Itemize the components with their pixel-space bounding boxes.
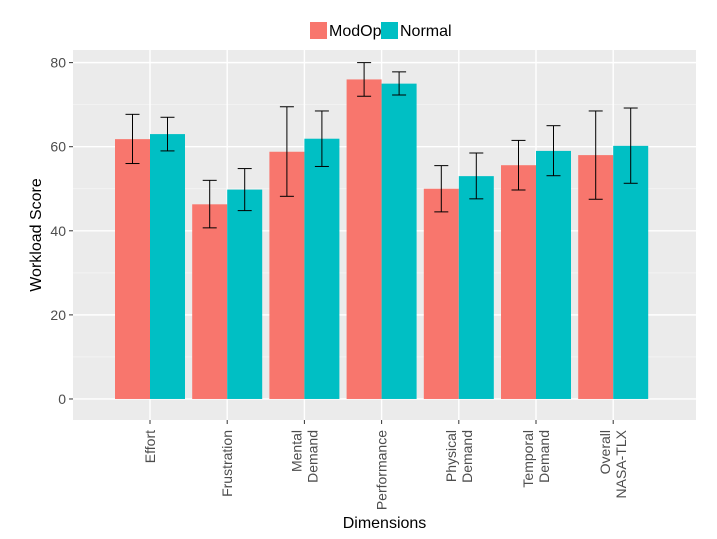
bar-normal-5 xyxy=(536,150,571,399)
x-tick-label-line: Mental xyxy=(288,430,304,472)
bars xyxy=(115,79,649,399)
legend-key-modop xyxy=(310,22,327,39)
x-tick-label: TemporalDemand xyxy=(520,430,552,488)
x-tick-label: OverallNASA-TLX xyxy=(597,429,629,498)
legend-label-normal: Normal xyxy=(400,23,452,40)
x-tick-label-line: Frustration xyxy=(219,430,235,497)
bar-modop-0 xyxy=(115,139,150,399)
bar-modop-1 xyxy=(192,204,228,399)
bar-normal-4 xyxy=(458,176,494,399)
x-tick-label-line: Overall xyxy=(597,430,613,474)
y-tick-label: 0 xyxy=(58,391,66,407)
x-axis: Effort Frustration MentalDemand Performance… xyxy=(142,420,629,510)
bar-normal-3 xyxy=(381,83,417,399)
x-tick-label: Effort xyxy=(142,430,158,463)
x-tick-label-line: Temporal xyxy=(520,430,536,488)
x-tick-label: Performance xyxy=(374,430,390,510)
bar-modop-4 xyxy=(423,188,459,399)
legend-key-normal xyxy=(381,22,398,39)
y-tick-label: 20 xyxy=(50,307,66,323)
bar-normal-1 xyxy=(227,189,263,399)
bar-normal-2 xyxy=(304,138,340,399)
y-axis-title: Workload Score xyxy=(28,178,45,292)
legend: ModOp Normal xyxy=(310,22,452,40)
bar-normal-0 xyxy=(150,134,185,399)
x-tick-label: Frustration xyxy=(219,430,235,497)
x-tick-label-line: Performance xyxy=(374,430,390,510)
x-tick-label-line: NASA-TLX xyxy=(613,429,629,498)
x-tick-label: PhysicalDemand xyxy=(443,430,475,483)
bar-modop-3 xyxy=(346,79,382,399)
x-axis-title: Dimensions xyxy=(343,515,427,532)
x-tick-label: MentalDemand xyxy=(288,430,320,483)
x-tick-label-line: Effort xyxy=(142,430,158,463)
y-tick-label: 40 xyxy=(50,223,66,239)
bar-modop-5 xyxy=(501,165,536,399)
x-tick-label-line: Demand xyxy=(304,430,320,483)
x-tick-label-line: Physical xyxy=(443,430,459,482)
x-tick-label-line: Demand xyxy=(459,430,475,483)
x-tick-label-line: Demand xyxy=(536,430,552,483)
bar-normal-6 xyxy=(613,145,649,399)
y-tick-label: 80 xyxy=(50,55,66,71)
y-axis: 0 20 40 60 80 xyxy=(50,55,73,407)
y-tick-label: 60 xyxy=(50,139,66,155)
error-bars xyxy=(125,62,638,229)
legend-label-modop: ModOp xyxy=(329,23,382,40)
